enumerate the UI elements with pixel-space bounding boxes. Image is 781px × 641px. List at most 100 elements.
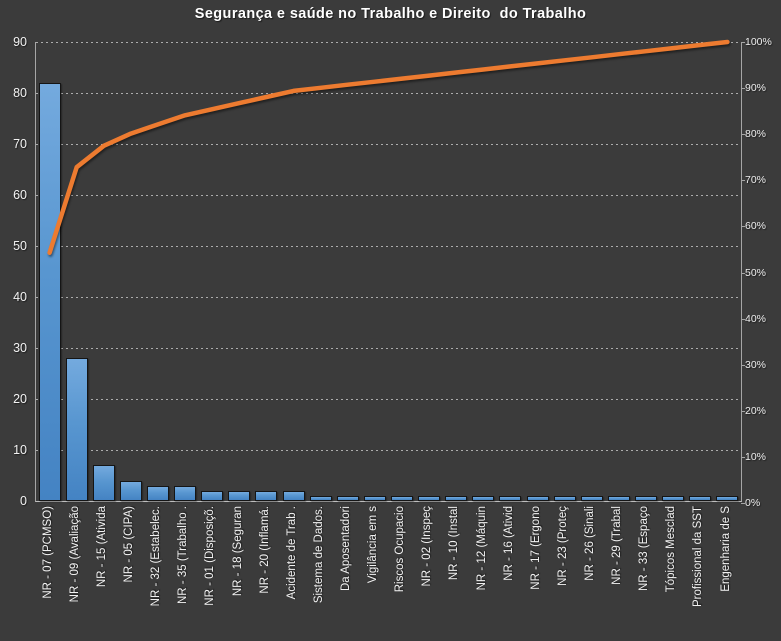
bar	[146, 485, 169, 501]
x-axis-slot: NR - 33 (Espaço	[631, 506, 658, 639]
x-axis-label: Vigilância em s	[367, 506, 380, 584]
right-axis-tickmark	[741, 272, 745, 274]
right-axis-tickmark	[741, 456, 745, 458]
x-axis-slot: NR - 32 (Estabelec.	[143, 506, 170, 639]
x-axis-label: NR - 05 (CIPA)	[123, 506, 136, 583]
right-axis-tickmark	[741, 134, 745, 136]
x-axis-label: NR - 33 (Espaço	[638, 506, 651, 592]
x-axis-label: NR - 17 (Ergono	[529, 506, 542, 590]
x-axis-slot: NR - 16 (Ativid	[496, 506, 523, 639]
x-axis-slot: Tópicos Mesclad	[659, 506, 686, 639]
bar	[418, 495, 441, 501]
right-axis-tickmark	[741, 503, 745, 504]
right-axis-tickmark	[741, 318, 745, 320]
x-axis-label: NR - 16 (Ativid	[502, 506, 515, 581]
left-axis-tick: 10	[13, 443, 27, 457]
right-axis-tick: 70%	[745, 174, 767, 187]
x-axis-label: NR - 32 (Estabelec.	[150, 506, 163, 607]
left-axis-tick: 40	[13, 290, 27, 304]
x-axis-label: NR - 23 (Proteç	[556, 506, 569, 586]
bar	[174, 485, 197, 501]
x-axis-slot: NR - 29 (Trabal	[604, 506, 631, 639]
bar-slot	[307, 42, 334, 501]
bar	[662, 495, 685, 501]
x-axis-labels: NR - 07 (PCMSO) NR - 09 (Avaliação NR - 15…	[35, 506, 740, 639]
gridline	[36, 93, 741, 94]
x-axis-slot: NR - 07 (PCMSO)	[35, 506, 62, 639]
right-axis-tickmark	[741, 88, 745, 90]
x-axis-label: Tópicos Mesclad	[665, 506, 678, 593]
bar-slot	[253, 42, 280, 501]
right-axis-tick: 10%	[745, 450, 767, 463]
x-axis-slot: NR - 09 (Avaliação	[62, 506, 89, 639]
bar	[336, 495, 359, 501]
gridline	[36, 450, 741, 451]
gridline	[36, 42, 741, 43]
bar-slot	[199, 42, 226, 501]
bar	[282, 490, 305, 501]
x-axis-slot: Profissional da SST	[686, 506, 713, 639]
bar	[445, 495, 468, 501]
bar-slot	[497, 42, 524, 501]
right-axis-tick: 90%	[745, 82, 767, 95]
x-axis-slot: NR - 10 (Instal	[442, 506, 469, 639]
right-axis-tick: 50%	[745, 266, 767, 279]
bar	[363, 495, 386, 501]
x-axis-label: NR - 09 (Avaliação	[68, 506, 81, 603]
bar-slot	[687, 42, 714, 501]
bar-slot	[443, 42, 470, 501]
gridline	[36, 195, 741, 196]
x-axis-slot: Riscos Ocupacio	[387, 506, 414, 639]
bar-slot	[551, 42, 578, 501]
bar	[119, 480, 142, 501]
bar	[472, 495, 495, 501]
bar-slot	[63, 42, 90, 501]
bar	[553, 495, 576, 501]
bar-slot	[361, 42, 388, 501]
bar	[580, 495, 603, 501]
plot-area	[35, 39, 742, 502]
left-axis-tick: 30	[13, 341, 27, 355]
right-axis-tick: 40%	[745, 312, 767, 325]
bar	[689, 495, 712, 501]
x-axis-slot: Acidente de Trab .	[279, 506, 306, 639]
right-axis-tickmark	[741, 42, 745, 43]
x-axis-label: Profissional da SST	[692, 506, 705, 607]
x-axis-label: NR - 12 (Máquin	[475, 506, 488, 591]
right-axis-tickmark	[741, 364, 745, 366]
bar	[499, 495, 522, 501]
gridline	[36, 297, 741, 298]
right-axis: 0% 10% 20% 30% 40% 50% 60% 70% 80% 90% 100%	[741, 36, 781, 509]
left-axis-tick: 50	[13, 239, 27, 253]
gridline	[36, 348, 741, 349]
right-axis-tickmark	[741, 410, 745, 412]
left-axis: 0 10 20 30 40 50 60 70 80 90	[0, 35, 30, 508]
bar	[38, 82, 61, 501]
right-axis-tickmark	[741, 180, 745, 182]
left-axis-tick: 70	[13, 137, 27, 151]
bar-slot	[226, 42, 253, 501]
x-axis-label: Riscos Ocupacio	[394, 506, 407, 593]
x-axis-label: Sistema de Dados.	[312, 506, 325, 604]
bar-slot	[632, 42, 659, 501]
bar	[634, 495, 657, 501]
right-axis-tickmark	[741, 226, 745, 228]
x-axis-slot: Engenharia de S	[713, 506, 740, 639]
x-axis-label: NR - 26 (Sinali	[583, 506, 596, 581]
bar	[716, 495, 739, 501]
x-axis-label: Acidente de Trab .	[285, 506, 298, 600]
bar-slot	[334, 42, 361, 501]
x-axis-slot: NR - 26 (Sinali	[577, 506, 604, 639]
x-axis-label: NR - 10 (Instal	[448, 506, 461, 581]
bar-series	[36, 42, 741, 501]
gridline	[36, 144, 741, 145]
cumulative-line-path	[47, 39, 730, 255]
bar-slot	[605, 42, 632, 501]
bar	[201, 490, 224, 501]
gridline	[36, 399, 741, 400]
x-axis-slot: NR - 17 (Ergono	[523, 506, 550, 639]
x-axis-label: Engenharia de S	[719, 506, 732, 592]
left-axis-tick: 0	[20, 494, 27, 508]
x-axis-slot: NR - 15 (Ativida	[89, 506, 116, 639]
